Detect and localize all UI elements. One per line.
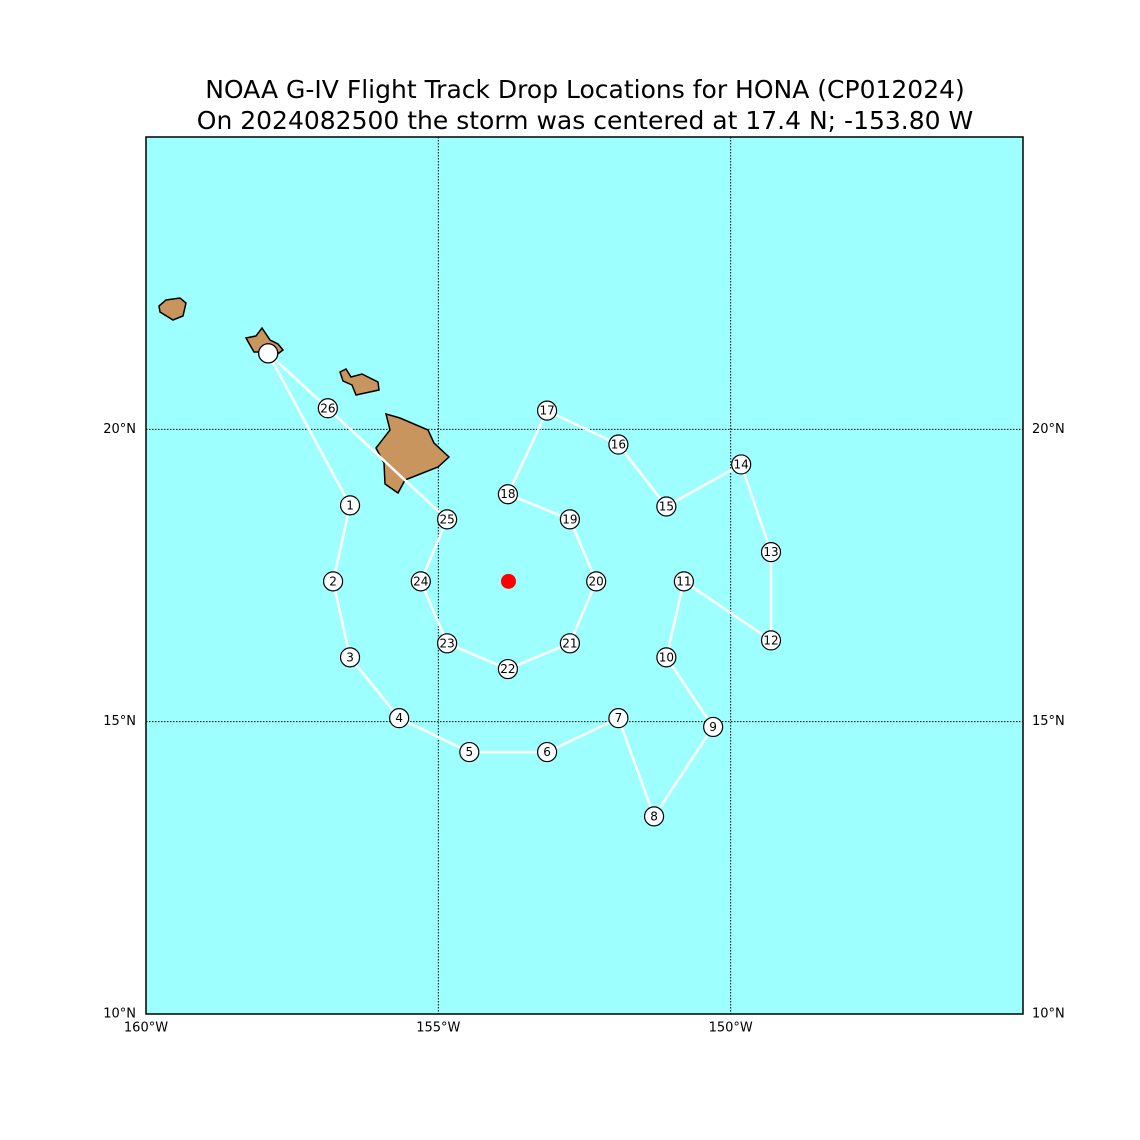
- drop-point: [497, 484, 519, 505]
- drop-point: [559, 633, 580, 654]
- y-tick-label: 20°N: [103, 422, 136, 437]
- drop-label: 20: [589, 574, 604, 588]
- drop-point: [317, 398, 338, 419]
- drop-label: 11: [676, 574, 691, 588]
- drop-label: 26: [320, 401, 335, 415]
- drop-point: [322, 571, 344, 592]
- drop-point: [656, 647, 677, 668]
- drop-point: [410, 571, 431, 592]
- drop-label: 18: [500, 487, 515, 501]
- frame: [145, 136, 1024, 1015]
- island: [339, 368, 380, 396]
- y-tick-label-right: 10°N: [1032, 1007, 1065, 1022]
- drop-label: 14: [734, 457, 749, 471]
- ocean: [146, 137, 1023, 1014]
- drop-point: [760, 630, 782, 651]
- drop-point: [760, 542, 782, 563]
- drop-label: 7: [615, 711, 623, 725]
- y-tick-label: 15°N: [103, 714, 136, 729]
- drop-label: 4: [395, 711, 403, 725]
- chart-subtitle: On 2024082500 the storm was centered at …: [197, 106, 973, 135]
- drop-label: 19: [562, 512, 577, 526]
- drop-point: [643, 806, 665, 827]
- drop-point: [459, 741, 480, 763]
- drop-label: 12: [763, 633, 778, 647]
- drop-point: [608, 708, 629, 729]
- drop-point: [437, 509, 458, 530]
- drop-point: [608, 434, 629, 455]
- drop-label: 13: [763, 545, 778, 559]
- drop-point: [389, 708, 410, 729]
- chart-title: NOAA G-IV Flight Track Drop Locations fo…: [205, 75, 965, 104]
- drop-point: [731, 454, 752, 475]
- drop-label: 17: [539, 404, 554, 418]
- x-tick-label: 160°W: [124, 1021, 168, 1036]
- drop-point: [536, 400, 558, 421]
- island: [158, 297, 187, 321]
- drop-label: 9: [709, 720, 717, 734]
- drop-label: 15: [659, 500, 674, 514]
- y-tick-label-right: 15°N: [1032, 714, 1065, 729]
- drop-label: 6: [543, 745, 551, 759]
- drop-label: 22: [500, 662, 515, 676]
- drop-point: [437, 633, 458, 654]
- drop-point: [656, 496, 677, 517]
- drop-point: [703, 716, 724, 738]
- y-tick-label: 10°N: [103, 1007, 136, 1022]
- drop-point: [559, 509, 580, 530]
- drop-point: [497, 658, 519, 680]
- drop-point: [536, 741, 558, 763]
- drop-label: 21: [562, 636, 577, 650]
- drop-label: 25: [439, 512, 454, 526]
- drop-point: [258, 343, 279, 364]
- drop-label: 3: [346, 650, 354, 664]
- drop-point: [339, 495, 361, 516]
- drop-label: 23: [439, 636, 454, 650]
- x-tick-label: 150°W: [709, 1021, 753, 1036]
- y-tick-label-right: 20°N: [1032, 422, 1065, 437]
- storm-center: [500, 573, 516, 589]
- x-tick-label: 155°W: [416, 1021, 460, 1036]
- drop-label: 8: [650, 809, 658, 823]
- drop-label: 1: [346, 498, 354, 512]
- flight-track: [267, 352, 773, 820]
- drop-point: [339, 647, 361, 668]
- drop-label: 2: [329, 574, 337, 588]
- drop-label: 10: [659, 650, 674, 664]
- drop-label: 16: [611, 438, 626, 452]
- drop-point: [586, 571, 607, 592]
- drop-label: 24: [413, 574, 428, 588]
- drop-label: 5: [466, 745, 474, 759]
- drop-point: [673, 571, 694, 592]
